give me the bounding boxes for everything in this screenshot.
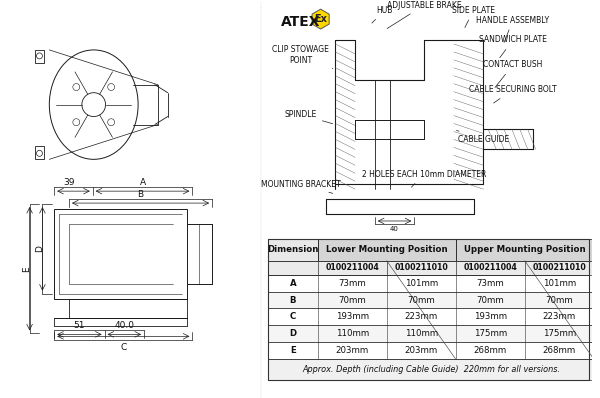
Text: 223mm: 223mm [404, 312, 438, 322]
Text: 193mm: 193mm [335, 312, 369, 322]
Text: HUB: HUB [372, 6, 393, 23]
Text: 39: 39 [64, 178, 75, 187]
Text: 175mm: 175mm [543, 330, 576, 338]
Text: A: A [290, 279, 296, 288]
Bar [268, 261, 594, 275]
Text: 70mm: 70mm [338, 296, 366, 304]
Text: Ex: Ex [314, 14, 327, 24]
Text: C: C [290, 312, 296, 322]
Text: CLIP STOWAGE
POINT: CLIP STOWAGE POINT [272, 45, 333, 69]
Text: Dimension: Dimension [267, 245, 319, 254]
Text: A: A [139, 178, 146, 187]
Bar [456, 239, 594, 261]
Text: 203mm: 203mm [404, 346, 438, 355]
Text: 40: 40 [390, 226, 399, 232]
Text: 70mm: 70mm [545, 296, 573, 304]
Text: 73mm: 73mm [476, 279, 504, 288]
Bar [54, 209, 187, 298]
Text: D: D [289, 330, 296, 338]
Text: 223mm: 223mm [543, 312, 576, 322]
Text: CONTACT BUSH: CONTACT BUSH [483, 60, 542, 88]
Text: ADJUSTABLE BRAKE: ADJUSTABLE BRAKE [387, 1, 461, 29]
Text: SANDWICH PLATE: SANDWICH PLATE [479, 35, 547, 58]
Text: B: B [290, 296, 296, 304]
Text: 203mm: 203mm [335, 346, 369, 355]
Text: 0100211010: 0100211010 [394, 263, 448, 272]
Text: Lower Mounting Position: Lower Mounting Position [326, 245, 448, 254]
Text: 0100211004: 0100211004 [463, 263, 517, 272]
Text: 268mm: 268mm [473, 346, 507, 355]
Bar [268, 292, 594, 308]
Text: 2 HOLES EACH 10mm DIAMETER: 2 HOLES EACH 10mm DIAMETER [362, 170, 487, 187]
Text: HANDLE ASSEMBLY: HANDLE ASSEMBLY [476, 16, 550, 42]
Text: 70mm: 70mm [476, 296, 504, 304]
Text: 110mm: 110mm [404, 330, 438, 338]
Text: 110mm: 110mm [335, 330, 369, 338]
Text: CABLE GUIDE: CABLE GUIDE [457, 131, 509, 144]
Polygon shape [312, 9, 329, 29]
Text: 51: 51 [73, 321, 85, 330]
Bar [268, 326, 594, 342]
Text: CABLE SECURING BOLT: CABLE SECURING BOLT [469, 85, 557, 103]
Text: SPINDLE: SPINDLE [285, 110, 333, 124]
Bar [268, 359, 594, 380]
Bar [268, 308, 594, 326]
Bar [268, 239, 317, 261]
Text: E: E [22, 266, 31, 271]
Text: 0100211010: 0100211010 [532, 263, 586, 272]
Text: Approx. Depth (including Cable Guide)  220mm for all versions.: Approx. Depth (including Cable Guide) 22… [302, 365, 560, 374]
Text: B: B [137, 189, 143, 199]
Text: 101mm: 101mm [404, 279, 438, 288]
Text: 175mm: 175mm [473, 330, 507, 338]
Bar [268, 342, 594, 359]
Text: 40.0: 40.0 [114, 321, 134, 330]
Bar [317, 239, 456, 261]
Text: 73mm: 73mm [338, 279, 366, 288]
Text: SIDE PLATE: SIDE PLATE [452, 6, 495, 27]
Text: 70mm: 70mm [407, 296, 435, 304]
Text: MOUNTING BRACKET: MOUNTING BRACKET [261, 179, 341, 193]
Text: 268mm: 268mm [543, 346, 576, 355]
Bar [268, 275, 594, 292]
Text: 0100211004: 0100211004 [325, 263, 379, 272]
Text: E: E [290, 346, 296, 355]
Text: C: C [120, 343, 127, 352]
Text: ATEX: ATEX [281, 15, 320, 29]
Text: Upper Mounting Position: Upper Mounting Position [464, 245, 586, 254]
Text: D: D [35, 246, 44, 252]
Text: 193mm: 193mm [474, 312, 507, 322]
Text: 101mm: 101mm [543, 279, 576, 288]
